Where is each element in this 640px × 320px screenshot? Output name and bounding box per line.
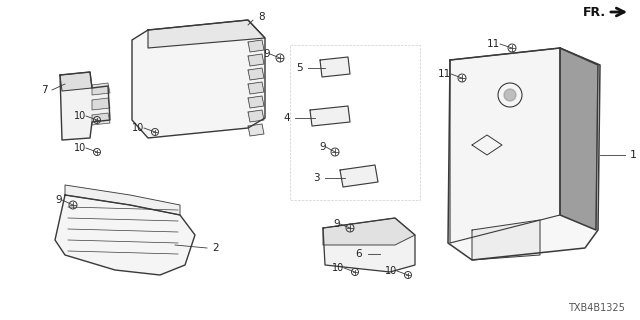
Polygon shape	[55, 195, 195, 275]
Text: 11: 11	[487, 39, 500, 49]
Text: 3: 3	[314, 173, 320, 183]
Text: 8: 8	[258, 12, 264, 22]
Polygon shape	[65, 185, 180, 215]
Polygon shape	[248, 96, 264, 108]
Text: 4: 4	[284, 113, 290, 123]
Text: 10: 10	[74, 111, 86, 121]
Text: 10: 10	[74, 143, 86, 153]
Polygon shape	[60, 72, 92, 91]
Text: 10: 10	[332, 263, 344, 273]
Text: 9: 9	[319, 142, 326, 152]
Polygon shape	[320, 57, 350, 77]
Text: TXB4B1325: TXB4B1325	[568, 303, 625, 313]
Polygon shape	[92, 83, 110, 95]
Text: 7: 7	[42, 85, 48, 95]
Polygon shape	[248, 82, 264, 94]
Text: 11: 11	[438, 69, 451, 79]
Polygon shape	[248, 124, 264, 136]
Polygon shape	[248, 68, 264, 80]
Polygon shape	[310, 106, 350, 126]
Polygon shape	[323, 218, 415, 272]
Text: 6: 6	[355, 249, 362, 259]
Text: 1: 1	[630, 150, 637, 160]
Polygon shape	[148, 20, 265, 48]
Text: 2: 2	[212, 243, 219, 253]
Polygon shape	[248, 40, 264, 52]
Polygon shape	[248, 54, 264, 66]
Polygon shape	[450, 48, 560, 243]
Text: 10: 10	[132, 123, 144, 133]
Polygon shape	[60, 72, 110, 140]
Polygon shape	[448, 48, 600, 260]
Polygon shape	[92, 98, 110, 110]
Polygon shape	[132, 20, 265, 138]
Text: 9: 9	[264, 49, 270, 59]
Text: 9: 9	[333, 219, 340, 229]
Polygon shape	[323, 218, 415, 245]
Polygon shape	[340, 165, 378, 187]
Polygon shape	[560, 48, 598, 230]
Circle shape	[504, 89, 516, 101]
Text: 10: 10	[385, 266, 397, 276]
Text: 5: 5	[296, 63, 303, 73]
Polygon shape	[92, 113, 110, 125]
Polygon shape	[472, 220, 540, 260]
Text: 9: 9	[56, 195, 62, 205]
Polygon shape	[248, 110, 264, 122]
Text: FR.: FR.	[583, 5, 606, 19]
